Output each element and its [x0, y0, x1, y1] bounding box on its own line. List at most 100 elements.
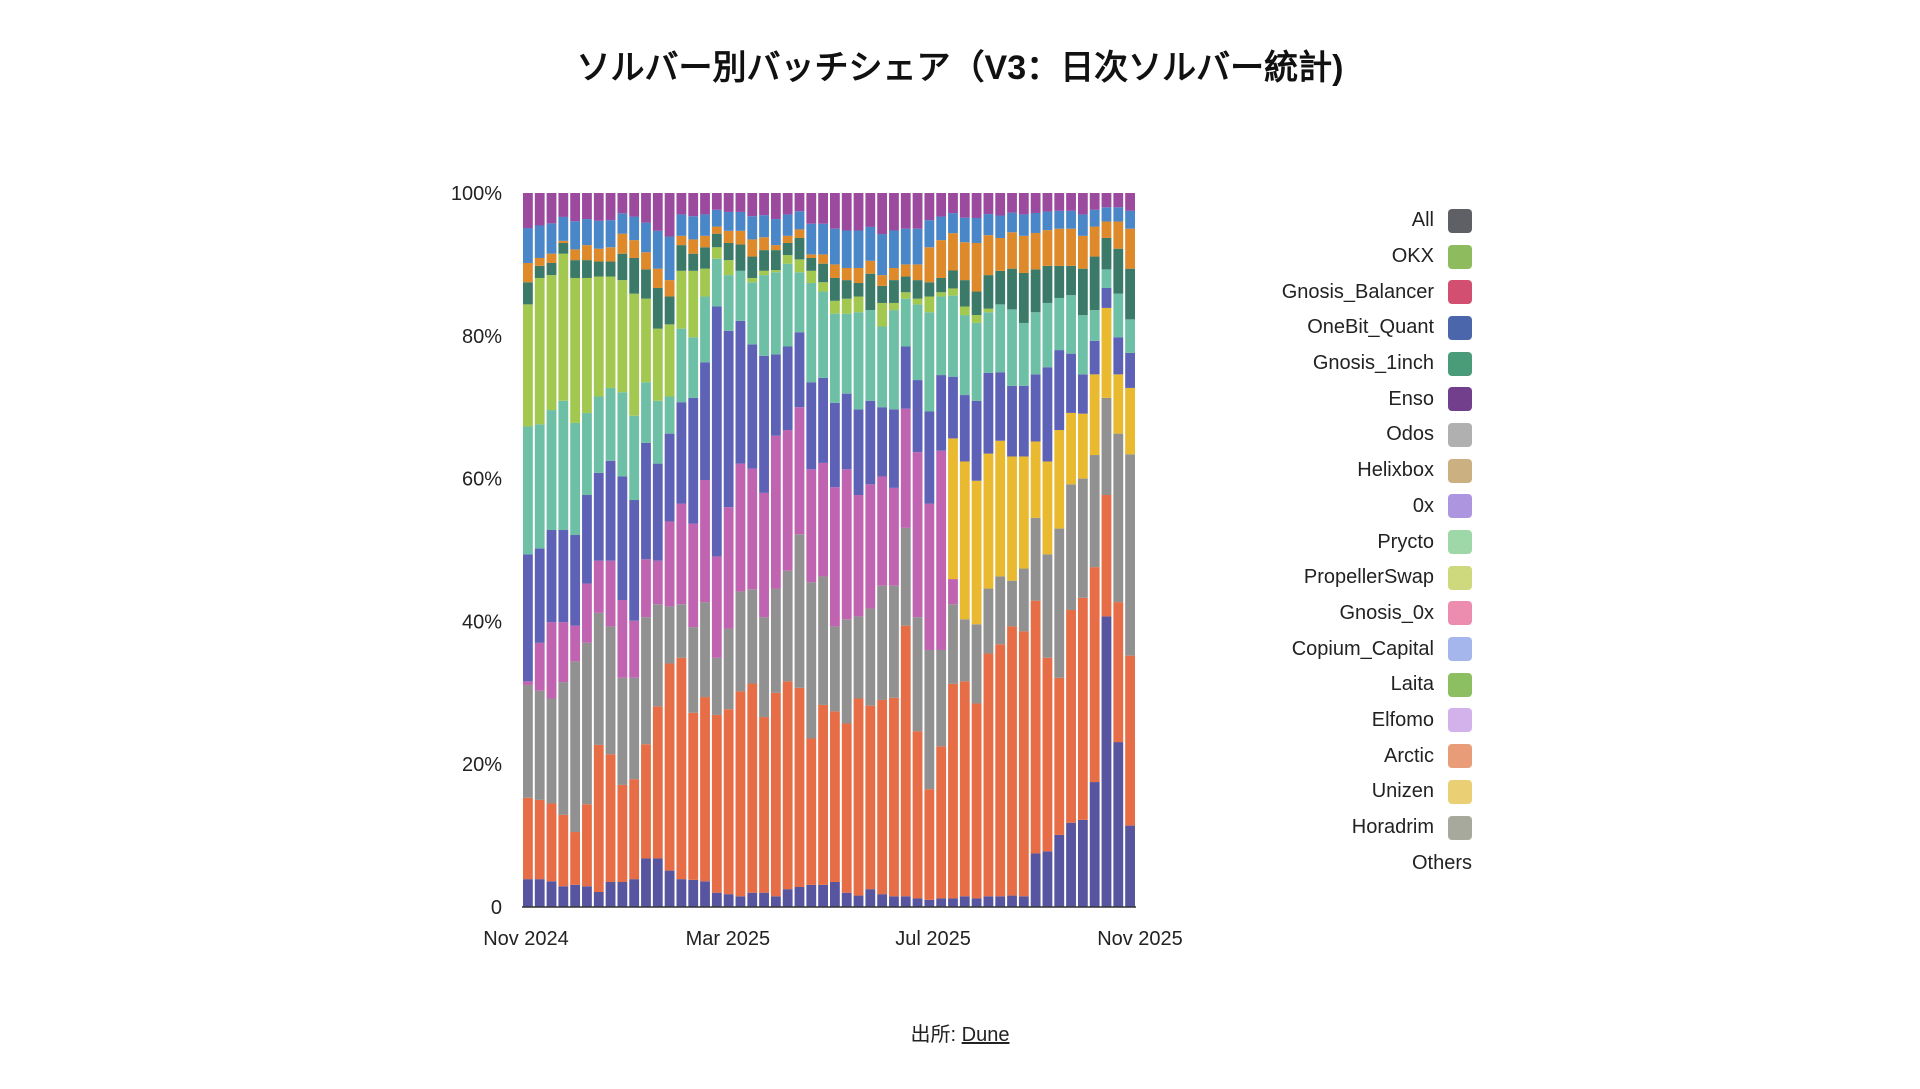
- bar-segment-2025-02-10-s3: [688, 523, 699, 628]
- bar-segment-2025-10-20-s6: [1113, 293, 1124, 338]
- legend-item[interactable]: PropellerSwap: [1200, 560, 1472, 596]
- bar-segment-2025-01-27-s10: [664, 236, 675, 281]
- bar-segment-2025-07-21-s1: [959, 681, 970, 897]
- legend-item[interactable]: Gnosis_0x: [1200, 596, 1472, 632]
- legend-item[interactable]: Enso: [1200, 381, 1472, 417]
- bar-segment-2025-05-19-s9: [853, 267, 864, 283]
- bar-segment-2024-12-30-s10: [617, 213, 628, 234]
- legend-item[interactable]: Helixbox: [1200, 453, 1472, 489]
- bar-segment-2025-08-04-s7: [983, 308, 994, 313]
- bar-segment-2025-07-21-s6: [959, 315, 970, 396]
- legend-swatch: [1448, 744, 1472, 769]
- bar-segment-2025-01-13-s1: [641, 744, 651, 859]
- bar-segment-2025-07-14-s11: [948, 193, 958, 214]
- bar-segment-2025-09-29-s1: [1077, 597, 1088, 820]
- bar-segment-2024-11-04-s0: [523, 879, 533, 907]
- bar-segment-2025-10-13-s6: [1101, 269, 1112, 288]
- bar-segment-2025-09-08-s6: [1042, 302, 1053, 368]
- bar-segment-2025-08-04-s2: [983, 588, 994, 654]
- bar-segment-2025-04-07-s0: [782, 889, 793, 907]
- bar-segment-2025-02-10-s7: [688, 270, 699, 338]
- bar-segment-2025-05-26-s8: [865, 273, 876, 311]
- bar-segment-2025-04-28-s9: [818, 254, 828, 264]
- bar-segment-2025-08-25-s6: [1018, 322, 1029, 386]
- bar-segment-2025-02-17-s10: [700, 214, 710, 236]
- bar-segment-2024-12-30-s6: [617, 392, 628, 477]
- legend-item[interactable]: Odos: [1200, 417, 1472, 453]
- bar-segment-2025-04-28-s7: [818, 282, 828, 292]
- bar-segment-2025-09-15-s11: [1054, 193, 1065, 211]
- y-tick-label: 0: [491, 897, 502, 919]
- bar-segment-2025-08-11-s6: [995, 304, 1006, 373]
- bar-segment-2025-07-21-s9: [959, 242, 970, 281]
- bar-segment-2025-08-25-s8: [1018, 272, 1029, 323]
- legend-item[interactable]: Elfomo: [1200, 703, 1472, 739]
- legend-item[interactable]: Gnosis_Balancer: [1200, 274, 1472, 310]
- bar-segment-2025-08-18-s6: [1007, 309, 1017, 386]
- bar-segment-2025-09-22-s9: [1066, 228, 1076, 266]
- legend-item[interactable]: All: [1200, 203, 1472, 239]
- bar-segment-2025-05-12-s6: [841, 313, 852, 394]
- bar-segment-2025-04-28-s2: [818, 576, 828, 705]
- bar-segment-2024-11-04-s5: [523, 554, 533, 682]
- bar-segment-2025-09-08-s11: [1042, 193, 1053, 212]
- bar-segment-2025-04-28-s8: [818, 263, 828, 283]
- bar-segment-2025-02-24-s5: [711, 306, 722, 557]
- bar-segment-2025-09-08-s1: [1042, 657, 1053, 852]
- legend-item[interactable]: Unizen: [1200, 774, 1472, 810]
- bar-segment-2025-03-17-s1: [747, 683, 758, 893]
- bar-segment-2024-12-23-s5: [605, 460, 616, 561]
- bar-segment-2025-03-03-s10: [723, 211, 734, 231]
- legend-item[interactable]: 0x: [1200, 489, 1472, 525]
- bar-segment-2024-11-04-s8: [523, 282, 533, 305]
- bar-segment-2025-07-07-s6: [936, 296, 947, 376]
- bar-segment-2025-02-24-s8: [711, 233, 722, 248]
- bar-segment-2025-05-05-s11: [830, 193, 840, 229]
- bar-segment-2025-01-06-s0: [629, 879, 640, 907]
- bar-segment-2025-01-06-s6: [629, 415, 640, 501]
- bar-segment-2025-10-20-s0: [1113, 742, 1124, 907]
- bar-segment-2025-06-16-s7: [900, 292, 911, 299]
- bar-segment-2025-02-24-s7: [711, 247, 722, 259]
- bar-segment-2025-07-28-s8: [971, 291, 982, 316]
- bar-segment-2024-12-09-s6: [582, 412, 592, 496]
- legend-item[interactable]: Gnosis_1inch: [1200, 346, 1472, 382]
- source-link-dune[interactable]: Dune: [961, 1024, 1010, 1046]
- legend-item[interactable]: Prycto: [1200, 524, 1472, 560]
- bar-segment-2025-01-13-s8: [641, 269, 651, 299]
- bar-segment-2025-10-27-s5: [1125, 352, 1135, 388]
- bar-segment-2025-03-03-s2: [723, 628, 734, 710]
- bar-segment-2025-02-03-s2: [676, 604, 687, 658]
- bar-segment-2025-02-24-s11: [711, 193, 722, 210]
- bar-segment-2025-02-24-s9: [711, 226, 722, 234]
- bar-segment-2024-11-25-s7: [558, 253, 569, 401]
- bar-segment-2025-02-17-s8: [700, 247, 710, 269]
- bar-segment-2025-09-29-s9: [1077, 235, 1088, 269]
- bar-segment-2025-05-05-s5: [830, 402, 840, 488]
- bar-segment-2025-10-06-s0: [1089, 782, 1100, 907]
- legend-item[interactable]: Others: [1200, 845, 1472, 881]
- legend-item[interactable]: OKX: [1200, 239, 1472, 275]
- bar-segment-2025-04-14-s1: [794, 687, 805, 888]
- x-tick-label: Mar 2025: [686, 928, 771, 950]
- bar-segment-2024-11-18-s9: [546, 253, 557, 263]
- bar-segment-2024-11-04-s9: [523, 262, 533, 283]
- legend-item[interactable]: OneBit_Quant: [1200, 310, 1472, 346]
- bar-segment-2025-05-19-s3: [853, 495, 864, 617]
- bar-segment-2025-05-05-s10: [830, 228, 840, 265]
- bar-segment-2025-03-03-s8: [723, 242, 734, 261]
- bar-segment-2025-04-07-s7: [782, 255, 793, 264]
- legend-item[interactable]: Copium_Capital: [1200, 631, 1472, 667]
- bar-segment-2025-09-15-s4: [1054, 430, 1065, 529]
- bar-segment-2025-05-05-s7: [830, 300, 840, 314]
- legend-item[interactable]: Laita: [1200, 667, 1472, 703]
- bar-segment-2025-05-12-s0: [841, 892, 852, 907]
- bar-segment-2025-07-21-s10: [959, 217, 970, 243]
- bar-segment-2025-03-10-s11: [735, 193, 746, 212]
- bar-segment-2025-07-07-s7: [936, 292, 947, 297]
- legend-item[interactable]: Arctic: [1200, 738, 1472, 774]
- legend-swatch: [1448, 208, 1472, 233]
- legend-swatch: [1448, 815, 1472, 840]
- bar-segment-2025-01-20-s10: [652, 230, 663, 269]
- legend-item[interactable]: Horadrim: [1200, 810, 1472, 846]
